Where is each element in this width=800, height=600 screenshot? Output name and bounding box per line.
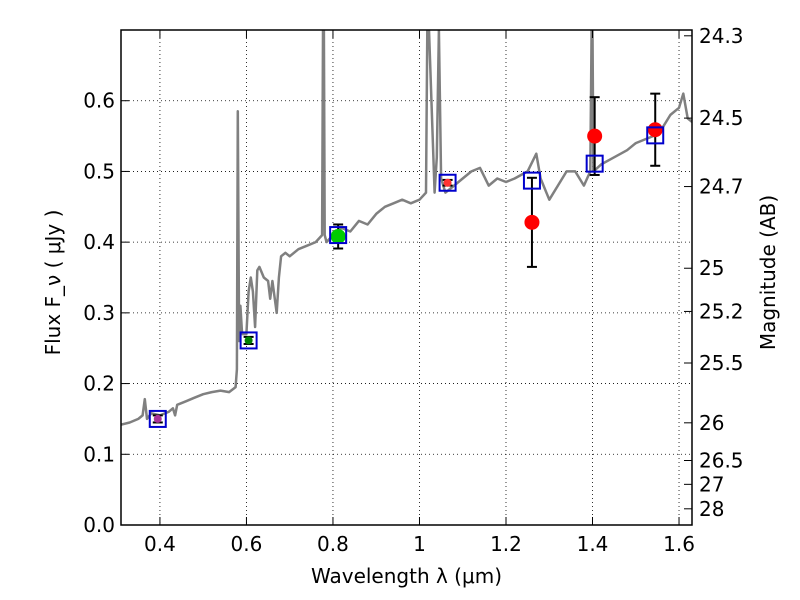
y-tick-label: 0.1 (83, 442, 115, 466)
x-tick-label: 0.8 (317, 532, 349, 556)
mag-tick-label: 26.5 (699, 449, 744, 473)
mag-tick-label: 24.3 (699, 24, 744, 48)
y-tick-label: 0.3 (83, 301, 115, 325)
x-tick-label: 1.4 (577, 532, 609, 556)
observed-point (153, 414, 162, 423)
plot-frame (120, 29, 693, 526)
y-axis-title: Flux F_ν ( μJy ) (41, 210, 65, 356)
mag-tick-label: 27 (699, 472, 724, 496)
model-point (239, 331, 258, 350)
mag-tick-label: 26 (699, 411, 724, 435)
y-tick-label: 0.2 (83, 372, 115, 396)
model-point (329, 226, 348, 245)
mag-tick-label: 25.2 (699, 299, 744, 323)
observed-point (443, 178, 452, 187)
plot-area: 0.4 0.6 0.8 1 1.2 1.4 1.6 0.0 0.1 0.2 0.3 0.4 0.5 0.6… (41, 24, 780, 588)
mag-tick-label: 28 (699, 497, 724, 521)
y-tick-label: 0.4 (83, 230, 115, 254)
observed-point (647, 122, 663, 138)
sed-model-line (121, 30, 692, 426)
observed-point (587, 128, 603, 144)
mag-tick-label: 24.7 (699, 175, 744, 199)
model-point (585, 154, 604, 173)
mag-tick-label: 24.5 (699, 106, 744, 130)
model-point (438, 173, 457, 192)
mag-tick-label: 25.5 (699, 351, 744, 375)
observed-point (524, 214, 540, 230)
clipped-series (121, 30, 692, 428)
model-point (522, 171, 541, 190)
model-point (148, 409, 167, 428)
x-tick-label: 0.6 (231, 532, 263, 556)
model-point (646, 126, 665, 145)
x-axis-title: Wavelength λ (μm) (311, 564, 502, 588)
x-tick-label: 0.4 (144, 532, 176, 556)
x-tick-label: 1.2 (490, 532, 522, 556)
y-tick-label: 0.5 (83, 159, 115, 183)
x-tick-label: 1.6 (663, 532, 695, 556)
y-tick-label: 0.0 (83, 513, 115, 537)
observed-point (330, 228, 346, 244)
y-axis-title-right: Magnitude (AB) (756, 195, 780, 350)
y-tick-label: 0.6 (83, 89, 115, 113)
mag-tick-label: 25 (699, 256, 724, 280)
observed-point (244, 336, 253, 345)
x-tick-label: 1 (413, 532, 426, 556)
